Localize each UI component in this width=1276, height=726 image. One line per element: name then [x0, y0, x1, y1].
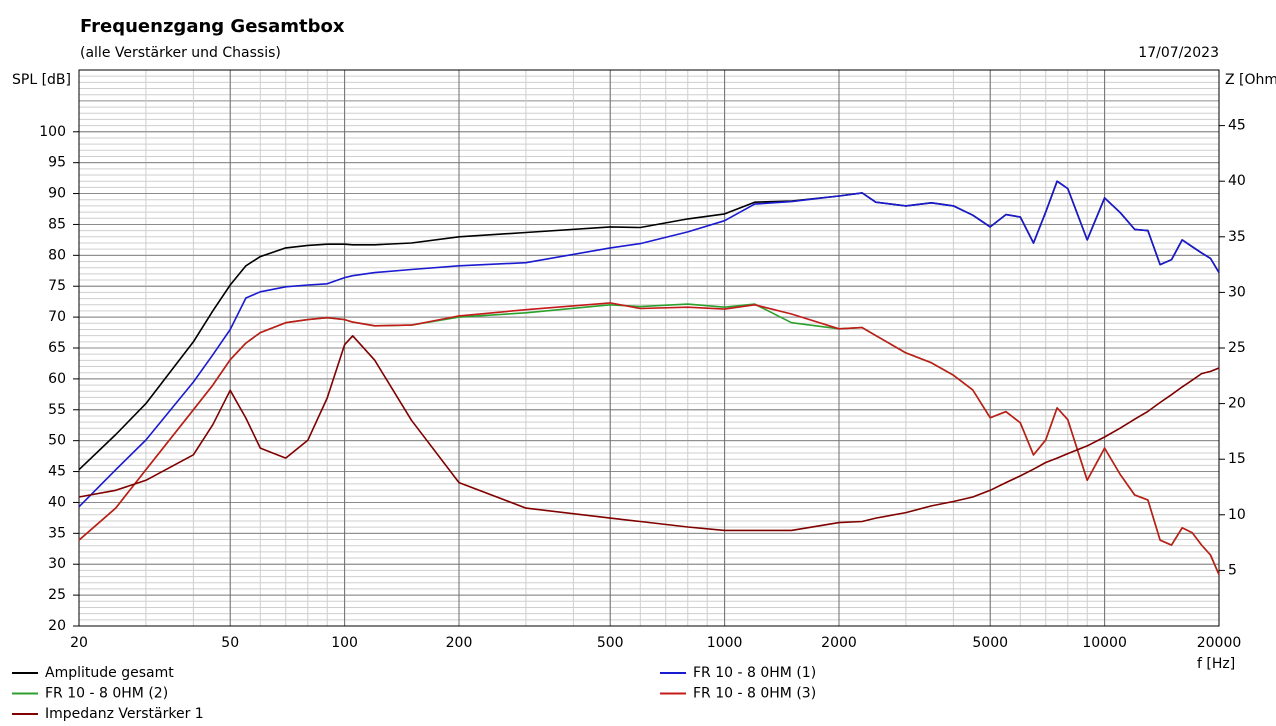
y-tick-label: 55	[48, 402, 66, 418]
y2-tick-label: 40	[1228, 173, 1246, 189]
chart-date: 17/07/2023	[1138, 45, 1219, 61]
legend-label: Impedanz Verstärker 1	[45, 706, 204, 722]
plot-frame	[78, 69, 1220, 627]
y-tick-label: 25	[48, 587, 66, 603]
legend-label: Amplitude gesamt	[45, 665, 174, 681]
x-tick-label: 10000	[1082, 635, 1127, 651]
y2-tick-label: 25	[1228, 340, 1246, 356]
series-line	[78, 302, 1220, 576]
y-axis-label: SPL [dB]	[12, 72, 71, 88]
y2-tick-label: 20	[1228, 396, 1246, 412]
series-line	[78, 180, 1220, 508]
y-tick-label: 65	[48, 340, 66, 356]
y-tick-label: 50	[48, 433, 66, 449]
series-line	[78, 335, 1220, 532]
x-tick-label: 20000	[1197, 635, 1242, 651]
series-line	[78, 303, 1220, 576]
y-tick-label: 80	[48, 247, 66, 263]
y-tick-label: 40	[48, 494, 66, 510]
y-tick-label: 75	[48, 278, 66, 294]
y2-tick-label: 45	[1228, 118, 1246, 134]
legend-label: FR 10 - 8 0HM (2)	[45, 686, 168, 702]
x-tick-label: 50	[221, 635, 239, 651]
y2-tick-label: 15	[1228, 451, 1246, 467]
x-tick-label: 20	[70, 635, 88, 651]
x-axis-label: f [Hz]	[1197, 656, 1235, 672]
y-tick-label: 85	[48, 216, 66, 232]
y-tick-label: 100	[39, 124, 66, 140]
x-tick-label: 500	[597, 635, 624, 651]
x-tick-label: 1000	[707, 635, 743, 651]
y2-tick-label: 35	[1228, 229, 1246, 245]
y2-tick-label: 10	[1228, 507, 1246, 523]
legend-label: FR 10 - 8 0HM (1)	[693, 665, 816, 681]
y-tick-label: 45	[48, 464, 66, 480]
x-tick-label: 5000	[972, 635, 1008, 651]
y-tick-label: 60	[48, 371, 66, 387]
y-tick-label: 35	[48, 525, 66, 541]
chart-title: Frequenzgang Gesamtbox	[80, 16, 345, 37]
y-tick-label: 70	[48, 309, 66, 325]
y-tick-label: 30	[48, 556, 66, 572]
legend-label: FR 10 - 8 0HM (3)	[693, 686, 816, 702]
y2-tick-label: 5	[1228, 562, 1237, 578]
x-tick-label: 200	[446, 635, 473, 651]
x-tick-label: 100	[331, 635, 358, 651]
y2-axis-label: Z [Ohm]	[1225, 72, 1276, 88]
x-tick-label: 2000	[821, 635, 857, 651]
y-tick-label: 90	[48, 186, 66, 202]
y-tick-label: 95	[48, 155, 66, 171]
chart-subtitle: (alle Verstärker und Chassis)	[80, 45, 281, 61]
y-tick-label: 20	[48, 618, 66, 634]
y2-tick-label: 30	[1228, 284, 1246, 300]
